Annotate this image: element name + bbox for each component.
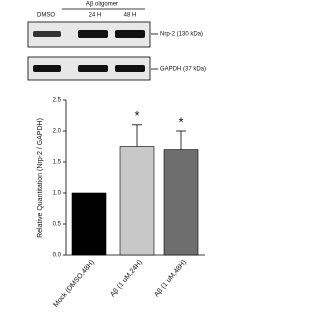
- lane-label: DMSO: [37, 13, 55, 19]
- y-tick-label: 2.0: [53, 129, 62, 135]
- bar: [119, 146, 155, 256]
- band: [115, 30, 145, 38]
- x-tick-label: Aβ (1 uM,24H): [109, 259, 144, 298]
- band-label: GAPDH (37 kDa): [160, 67, 206, 73]
- band: [115, 65, 145, 72]
- lane-label: 48 H: [124, 13, 137, 19]
- band: [33, 31, 61, 37]
- band: [78, 30, 108, 38]
- x-tick-label: Aβ (1 uM,48H): [153, 259, 188, 298]
- figure: Aβ oligomer DMSO 24 H 48 H Nrp-2 (130 kD…: [27, 2, 206, 309]
- significance-mark: *: [178, 114, 183, 129]
- y-tick-label: 1.5: [53, 160, 62, 166]
- x-tick-label: Mock (DMSO,48H): [53, 259, 96, 309]
- band: [78, 65, 108, 72]
- significance-mark: *: [134, 108, 139, 123]
- blot-header: Aβ oligomer: [86, 2, 118, 8]
- band-label: Nrp-2 (130 kDa): [160, 32, 203, 38]
- y-tick-label: 1.0: [53, 191, 62, 197]
- bar: [163, 149, 199, 256]
- y-tick-label: 0.5: [53, 222, 62, 228]
- bar: [71, 192, 107, 256]
- y-tick-label: 2.5: [53, 98, 62, 104]
- lane-label: 24 H: [89, 13, 102, 19]
- band: [33, 65, 61, 72]
- y-axis-label: Relative Quantitation (Nrp-2 / GAPDH): [37, 118, 44, 238]
- y-tick-label: 0.0: [53, 253, 62, 259]
